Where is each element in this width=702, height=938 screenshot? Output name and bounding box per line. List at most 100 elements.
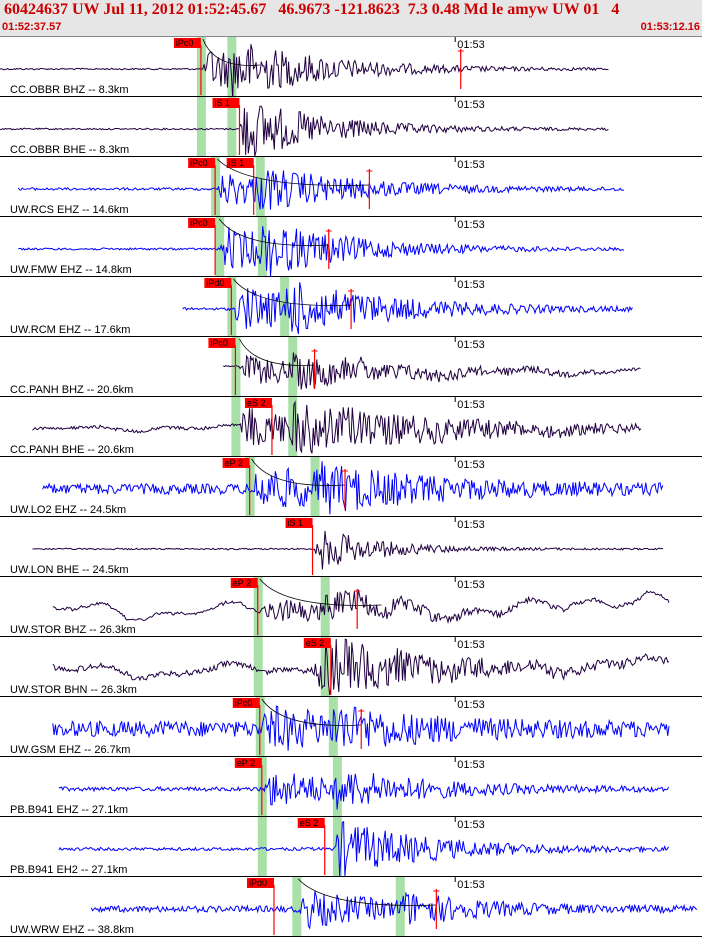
waveform-trace: [17, 170, 625, 210]
phase-window: [255, 157, 265, 216]
trace-panel: 01:53 eS 2 PB.B941 EH2 -- 27.1km: [0, 817, 702, 877]
travel-time-curve: [202, 38, 260, 66]
trace-panel: 01:53 iPc0 UW.GSM EHZ -- 26.7km: [0, 697, 702, 757]
phase-window: [257, 817, 267, 876]
time-tick-label: 01:53: [457, 699, 485, 711]
phase-window: [215, 217, 225, 276]
station-label: UW.LO2 EHZ -- 24.5km: [10, 504, 126, 516]
pick-label: iPc0: [210, 338, 228, 348]
time-tick-label: 01:53: [457, 39, 485, 51]
trace-panel: 01:53 iPc0 CC.PANH BHZ -- 20.6km: [0, 337, 702, 397]
waveform-trace: [182, 282, 633, 335]
waveform-trace: [58, 820, 670, 877]
time-tick-label: 01:53: [457, 99, 485, 111]
pick-label: eS 2: [300, 818, 319, 828]
event-title: 60424637 UW Jul 11, 2012 01:52:45.67 46.…: [4, 1, 620, 18]
time-tick-label: 01:53: [457, 579, 485, 591]
time-tick-label: 01:53: [457, 399, 485, 411]
seismogram-plot: 01:53 iPc0 CC.OBBR BHZ -- 8.3km 01:53 iS 1 CC…: [0, 37, 702, 937]
pick-label: eP 2: [237, 758, 255, 768]
station-label: CC.OBBR BHZ -- 8.3km: [10, 84, 129, 96]
pick-box: [188, 158, 216, 168]
time-tick-label: 01:53: [457, 519, 485, 531]
time-tick-label: 01:53: [457, 219, 485, 231]
waveform-trace: [58, 773, 670, 810]
pick-label: eS 2: [247, 398, 266, 408]
phase-window: [253, 637, 263, 696]
trace-panel: 01:53 iS 1 UW.LON BHE -- 24.5km: [0, 517, 702, 577]
pick-box: [204, 278, 232, 288]
phase-window: [227, 97, 237, 156]
travel-time-curve: [233, 278, 352, 306]
pick-label: iPc0: [190, 158, 208, 168]
time-tick-label: 01:53: [457, 459, 485, 471]
phase-window: [196, 97, 206, 156]
station-label: CC.PANH BHE -- 20.6km: [10, 444, 134, 456]
travel-time-curve: [298, 878, 437, 906]
pick-box: [246, 878, 274, 888]
station-label: UW.GSM EHZ -- 26.7km: [10, 744, 130, 756]
waveform-trace: [52, 638, 670, 695]
phase-window: [231, 397, 241, 456]
station-label: UW.WRW EHZ -- 38.8km: [10, 924, 134, 936]
pick-label: iS 1: [214, 98, 230, 108]
trace-panel: 01:53 iPc0 UW.FMW EHZ -- 14.8km: [0, 217, 702, 277]
end-time: 01:53:12.16: [640, 21, 700, 33]
pick-label: iPc0: [235, 698, 253, 708]
phase-window: [257, 217, 267, 276]
waveform-trace: [42, 461, 664, 515]
station-label: PB.B941 EH2 -- 27.1km: [10, 864, 127, 876]
waveform-trace: [32, 530, 664, 570]
time-tick-label: 01:53: [457, 819, 485, 831]
trace-panel: 01:53 iPc0 CC.OBBR BHZ -- 8.3km: [0, 37, 702, 100]
pick-box: [234, 758, 262, 768]
phase-window: [227, 37, 237, 96]
pick-box: [222, 458, 250, 468]
pick-label: iS 1: [229, 158, 245, 168]
station-label: UW.LON BHE -- 24.5km: [10, 564, 129, 576]
pick-label: iPc0: [190, 218, 208, 228]
pick-label: eP 2: [225, 458, 243, 468]
time-tick-label: 01:53: [457, 879, 485, 891]
pick-box: [208, 338, 236, 348]
travel-time-curve: [216, 158, 370, 186]
waveform-trace: [32, 400, 642, 454]
pick-box: [226, 158, 254, 168]
pick-label: eS 2: [306, 638, 325, 648]
pick-box: [188, 218, 216, 228]
pick-label: eP 2: [233, 578, 251, 588]
travel-time-curve: [239, 338, 315, 366]
trace-panel: 01:53 iPd0 UW.RCM EHZ -- 17.6km: [0, 277, 702, 337]
pick-label: iPc0: [176, 38, 194, 48]
event-header: 60424637 UW Jul 11, 2012 01:52:45.67 46.…: [0, 0, 702, 37]
time-tick-label: 01:53: [457, 339, 485, 351]
station-label: UW.FMW EHZ -- 14.8km: [10, 264, 132, 276]
pick-box: [297, 818, 325, 828]
travel-time-curve: [251, 458, 346, 486]
travel-time-curve: [259, 578, 382, 606]
pick-label: iPd0: [206, 278, 224, 288]
pick-box: [244, 398, 272, 408]
trace-panel: 01:53 iPd0 UW.WRW EHZ -- 38.8km: [0, 877, 702, 937]
waveform-trace: [222, 352, 641, 390]
station-label: CC.PANH BHZ -- 20.6km: [10, 384, 133, 396]
station-label: CC.OBBR BHE -- 8.3km: [10, 144, 129, 156]
time-tick-label: 01:53: [457, 159, 485, 171]
pick-box: [230, 578, 258, 588]
station-label: UW.RCM EHZ -- 17.6km: [10, 324, 130, 336]
station-label: UW.RCS EHZ -- 14.6km: [10, 204, 129, 216]
start-time: 01:52:37.57: [2, 21, 62, 33]
phase-window: [332, 757, 342, 816]
pick-box: [285, 518, 313, 528]
trace-panel: 01:53 eP 2 UW.STOR BHZ -- 26.3km: [0, 577, 702, 637]
time-tick-label: 01:53: [457, 279, 485, 291]
time-tick-label: 01:53: [457, 759, 485, 771]
travel-time-curve: [218, 218, 329, 246]
travel-time-curve: [261, 698, 362, 726]
trace-panel: 01:53 eP 2 UW.LO2 EHZ -- 24.5km: [0, 457, 702, 517]
pick-box: [173, 38, 201, 48]
trace-panel: 01:53 iS 1 CC.OBBR BHE -- 8.3km: [0, 97, 702, 157]
trace-panel: 01:53 iPc0 iS 1 UW.RCS EHZ -- 14.6km: [0, 157, 702, 217]
pick-box: [232, 698, 260, 708]
waveform-trace: [90, 891, 698, 930]
